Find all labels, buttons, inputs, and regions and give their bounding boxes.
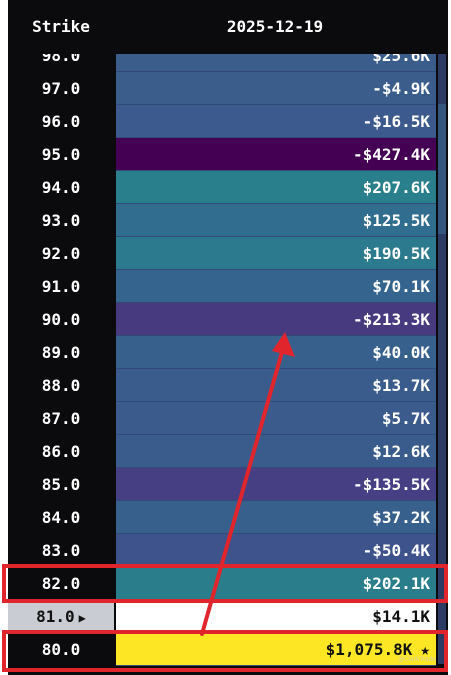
strike-value: 94.0 <box>41 178 81 197</box>
strike-value: 84.0 <box>41 508 81 527</box>
strike-column-header[interactable]: Strike <box>32 17 90 36</box>
table-row[interactable]: 95.0 -$427.4K <box>8 138 448 171</box>
strike-cell: 83.0 <box>8 534 114 567</box>
strike-cell: 90.0 <box>8 303 114 336</box>
strike-cell: 95.0 <box>8 138 114 171</box>
spot-price-arrow-icon: ▶ <box>78 611 86 625</box>
gex-value-cell[interactable]: -$427.4K <box>116 138 436 171</box>
strike-cell: 85.0 <box>8 468 114 501</box>
max-star-icon: ★ <box>420 640 430 659</box>
strike-value: 87.0 <box>41 409 81 428</box>
gex-value: $207.6K <box>362 178 430 197</box>
table-row[interactable]: 86.0 $12.6K <box>8 435 448 468</box>
gex-value: $12.6K <box>372 442 430 461</box>
gex-value-cell[interactable]: $207.6K <box>116 171 436 204</box>
table-row[interactable]: 88.0 $13.7K <box>8 369 448 402</box>
strike-value: 90.0 <box>41 310 81 329</box>
strike-value: 80.0 <box>41 640 81 659</box>
gex-value: $202.1K <box>362 574 430 593</box>
gex-value: $1,075.8K <box>325 640 413 659</box>
scrollbar-thumb[interactable] <box>438 104 446 234</box>
gex-value-cell[interactable]: $5.7K <box>116 402 436 435</box>
gex-value-cell[interactable]: $1,075.8K ★ <box>116 633 436 666</box>
strike-cell: 92.0 <box>8 237 114 270</box>
table-row[interactable]: 94.0 $207.6K <box>8 171 448 204</box>
strike-cell: 87.0 <box>8 402 114 435</box>
watermark-text: @ClarkTrade <box>398 656 436 663</box>
strike-cell: 84.0 <box>8 501 114 534</box>
gex-value-cell[interactable]: $190.5K <box>116 237 436 270</box>
table-row[interactable]: 84.0 $37.2K <box>8 501 448 534</box>
gex-value-cell[interactable]: $125.5K <box>116 204 436 237</box>
strike-value: 95.0 <box>41 145 81 164</box>
gex-value: -$4.9K <box>372 79 430 98</box>
table-row[interactable]: 89.0 $40.0K <box>8 336 448 369</box>
strike-value: 91.0 <box>41 277 81 296</box>
strike-value: 86.0 <box>41 442 81 461</box>
strike-value: 81.0 <box>36 607 75 626</box>
gex-value: $125.5K <box>362 211 430 230</box>
gex-value: -$427.4K <box>352 145 430 164</box>
highlight-box-strike-82 <box>2 564 448 603</box>
strike-cell: 94.0 <box>8 171 114 204</box>
table-row[interactable]: 80.0 $1,075.8K ★ <box>8 633 448 666</box>
strike-cell: 91.0 <box>8 270 114 303</box>
vertical-scrollbar[interactable] <box>438 54 446 664</box>
gex-value: $190.5K <box>362 244 430 263</box>
gex-value: $70.1K <box>372 277 430 296</box>
strike-value: 97.0 <box>41 79 81 98</box>
gex-value: $14.1K <box>372 607 430 626</box>
strike-value: 93.0 <box>41 211 81 230</box>
strike-cell: 89.0 <box>8 336 114 369</box>
strike-cell: 97.0 <box>8 72 114 105</box>
table-row[interactable]: 85.0 -$135.5K <box>8 468 448 501</box>
table-row[interactable]: 92.0 $190.5K <box>8 237 448 270</box>
strike-cell: 88.0 <box>8 369 114 402</box>
strike-value: 85.0 <box>41 475 81 494</box>
strike-cell: 86.0 <box>8 435 114 468</box>
strike-value: 83.0 <box>41 541 81 560</box>
gex-value-cell[interactable]: -$4.9K <box>116 72 436 105</box>
gex-value-cell[interactable]: -$50.4K <box>116 534 436 567</box>
strike-cell: 80.0 <box>8 633 114 666</box>
table-row[interactable]: 87.0 $5.7K <box>8 402 448 435</box>
gex-value-cell[interactable]: $40.0K <box>116 336 436 369</box>
table-row[interactable]: 93.0 $125.5K <box>8 204 448 237</box>
gex-value: $5.7K <box>381 409 430 428</box>
gex-value-cell[interactable]: $70.1K <box>116 270 436 303</box>
table-row[interactable]: 83.0 -$50.4K <box>8 534 448 567</box>
strike-cell: 82.0 <box>8 567 114 600</box>
highlight-box-strike-80 <box>2 630 448 672</box>
gex-value-cell[interactable]: -$135.5K <box>116 468 436 501</box>
strike-cell: 93.0 <box>8 204 114 237</box>
gex-value-cell[interactable]: $12.6K <box>116 435 436 468</box>
gex-value: -$213.3K <box>352 310 430 329</box>
gex-value: -$50.4K <box>362 541 430 560</box>
table-header: Strike 2025-12-19 <box>8 0 448 54</box>
strike-cell: 96.0 <box>8 105 114 138</box>
strike-value: 96.0 <box>41 112 81 131</box>
gex-value-cell[interactable]: $13.7K <box>116 369 436 402</box>
table-row[interactable]: 81.0 ▶ $14.1K <box>8 600 448 633</box>
gex-value-cell[interactable]: $37.2K <box>116 501 436 534</box>
table-row[interactable]: 97.0 -$4.9K <box>8 72 448 105</box>
gex-value: $40.0K <box>372 343 430 362</box>
gex-value: -$135.5K <box>352 475 430 494</box>
gex-value: $13.7K <box>372 376 430 395</box>
gex-value: $37.2K <box>372 508 430 527</box>
gex-value-cell[interactable]: -$213.3K <box>116 303 436 336</box>
table-row[interactable]: 96.0 -$16.5K <box>8 105 448 138</box>
table-row[interactable]: 90.0 -$213.3K <box>8 303 448 336</box>
gex-value-cell[interactable]: $14.1K <box>116 600 436 633</box>
strike-value: 82.0 <box>41 574 81 593</box>
table-row[interactable]: 91.0 $70.1K <box>8 270 448 303</box>
strike-cell: 81.0 ▶ <box>8 600 114 633</box>
strike-value: 89.0 <box>41 343 81 362</box>
expiry-column-header[interactable]: 2025-12-19 <box>226 17 324 36</box>
strike-value: 92.0 <box>41 244 81 263</box>
gex-value-cell[interactable]: -$16.5K <box>116 105 436 138</box>
strike-value: 88.0 <box>41 376 81 395</box>
gex-value: -$16.5K <box>362 112 430 131</box>
